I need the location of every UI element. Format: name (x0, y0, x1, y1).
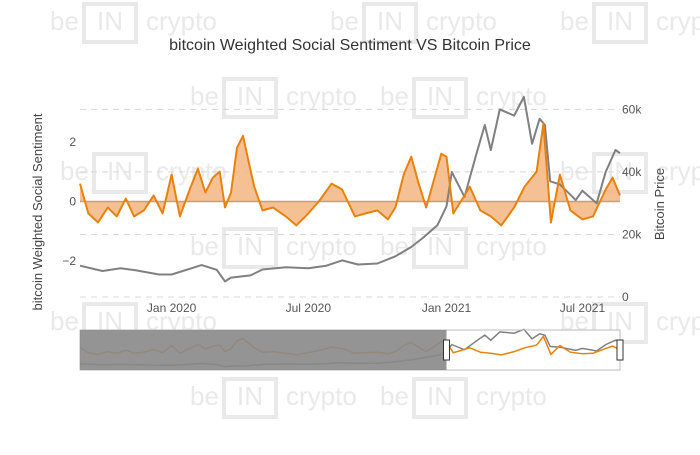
watermark-text: be (380, 381, 409, 411)
range-slider-mask (80, 330, 447, 370)
watermark-frame (82, 2, 138, 44)
watermark-frame (592, 152, 648, 194)
watermark-text: IN (107, 156, 133, 186)
watermark-text: be (560, 6, 589, 36)
watermark-text: crypto (476, 81, 547, 111)
x-tick-label: Jul 2020 (286, 301, 332, 315)
watermark-text: IN (97, 6, 123, 36)
watermark-text: be (50, 306, 79, 336)
watermark-logo: be IN crypto (190, 377, 357, 419)
watermark-text: crypto (286, 81, 357, 111)
watermark-text: be (190, 231, 219, 261)
sentiment-line (79, 122, 621, 227)
range-slider-left-handle[interactable] (443, 339, 451, 361)
watermark-text: crypto (426, 6, 497, 36)
gridlines (80, 108, 620, 298)
x-tick-label: Jan 2021 (422, 301, 472, 315)
chart-title: bitcoin Weighted Social Sentiment VS Bit… (169, 37, 531, 54)
watermark-text: IN (607, 6, 633, 36)
watermark-text: IN (427, 381, 453, 411)
sentiment-area (80, 123, 620, 226)
watermark-text: crypto (286, 381, 357, 411)
watermark-text: IN (427, 81, 453, 111)
range-slider-right-handle[interactable] (616, 339, 624, 361)
watermark-text: be (560, 156, 589, 186)
watermark-frame (412, 77, 468, 119)
watermark-frame (92, 152, 148, 194)
range-slider[interactable] (79, 328, 624, 371)
watermark-frame (222, 377, 278, 419)
watermark-frame (362, 2, 418, 44)
x-tick-label: Jul 2021 (560, 301, 606, 315)
watermark-text: crypto (476, 381, 547, 411)
x-tick-label: Jan 2020 (147, 301, 197, 315)
watermark-frame (222, 77, 278, 119)
watermark-frame (592, 2, 648, 44)
watermark-logo: be IN crypto (330, 2, 497, 44)
watermark-text: crypto (476, 231, 547, 261)
watermark-text: be (190, 381, 219, 411)
watermark-text: be (60, 156, 89, 186)
watermark-frame (412, 377, 468, 419)
y-right-tick-label: 60k (622, 102, 642, 116)
watermark-text: IN (237, 381, 263, 411)
watermark-logo: be IN crypto (380, 377, 547, 419)
watermark-text: be (330, 6, 359, 36)
watermark-text: crypto (656, 6, 700, 36)
price-line (79, 95, 621, 283)
watermark-logo: be IN crypto (190, 77, 357, 119)
watermark-text: IN (237, 231, 263, 261)
y-left-tick-label: 2 (69, 135, 76, 149)
watermark-logo: be IN crypto (190, 227, 357, 269)
y-right-axis-title: Bitcoin Price (652, 168, 667, 240)
y-left-tick-label: 0 (69, 194, 76, 208)
watermark-text: be (380, 81, 409, 111)
watermark-text: IN (377, 6, 403, 36)
watermark-text: crypto (656, 306, 700, 336)
watermark-text: crypto (286, 231, 357, 261)
watermark-frame (412, 227, 468, 269)
watermark-frame (222, 227, 278, 269)
watermark-text: crypto (146, 6, 217, 36)
watermark-text: be (190, 81, 219, 111)
y-right-tick-label: 0 (622, 290, 629, 304)
watermark-text: be (50, 6, 79, 36)
sentiment-area-fill (80, 123, 620, 226)
y-right-tick-label: 20k (622, 227, 642, 241)
y-left-tick-label: −2 (62, 254, 76, 268)
y-right-tick-label: 40k (622, 165, 642, 179)
watermark-logo: be IN crypto (380, 77, 547, 119)
y-left-axis-title: bitcoin Weighted Social Sentiment (30, 113, 45, 310)
series-lines (79, 95, 621, 283)
watermark-text: crypto (656, 156, 700, 186)
watermark-text: IN (427, 231, 453, 261)
watermark-text: IN (237, 81, 263, 111)
watermark-logo: be IN crypto (50, 2, 217, 44)
watermark-logo: be IN crypto (560, 2, 700, 44)
